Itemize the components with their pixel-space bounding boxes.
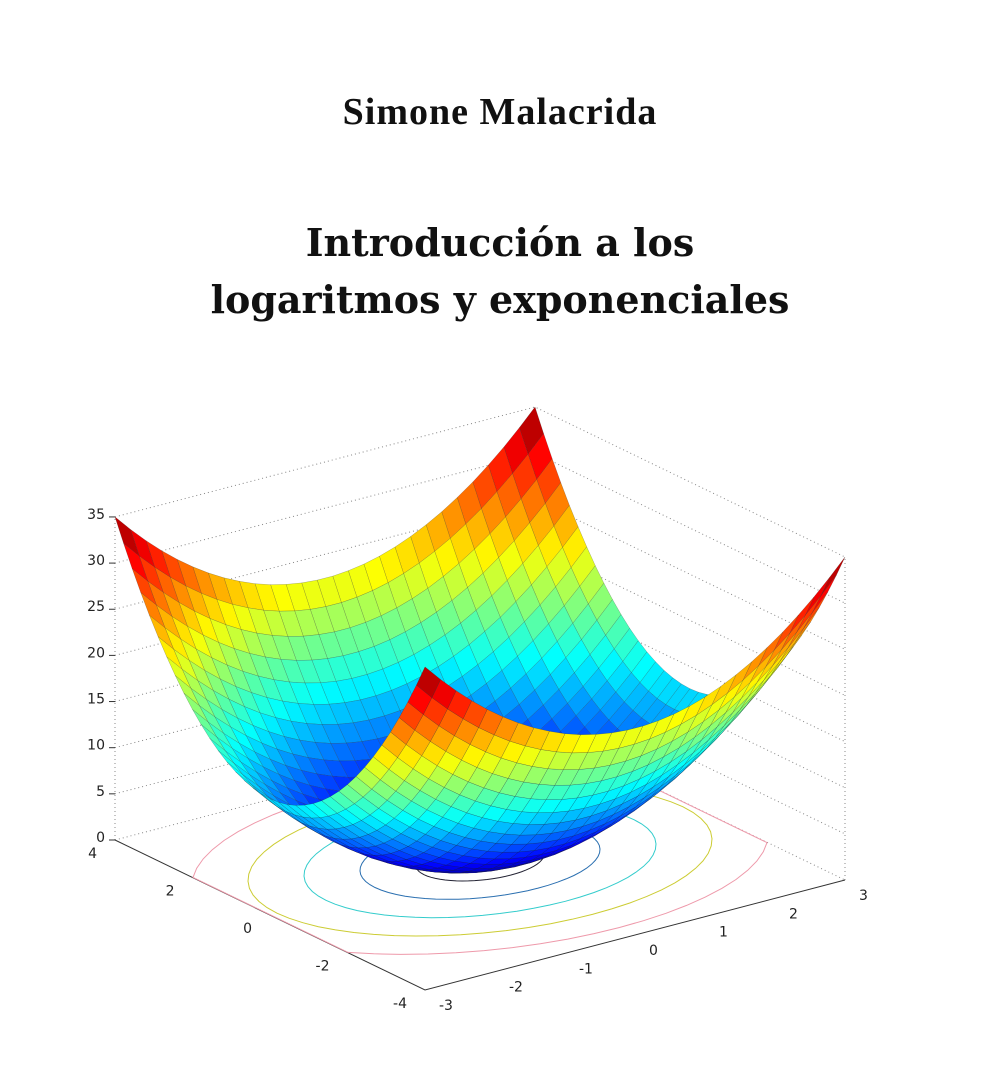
y-tick-label: 0: [649, 943, 658, 959]
z-tick-label: 15: [87, 692, 105, 708]
grid-line: [114, 406, 846, 558]
grid-line: [114, 452, 846, 604]
x-tick-label: 0: [243, 921, 252, 937]
z-tick-label: 20: [87, 645, 105, 661]
author: Simone Malacrida: [342, 91, 658, 133]
surface-patch: [416, 666, 441, 698]
y-tick-label: 1: [719, 925, 728, 941]
x-tick-label: 4: [88, 846, 97, 862]
surface-patch: [812, 575, 837, 613]
z-tick-label: 0: [96, 830, 105, 846]
y-tick-label: 2: [789, 906, 798, 922]
y-tick-label: -1: [579, 961, 593, 977]
y-tick-label: 3: [859, 888, 868, 904]
title-line: logaritmos y exponenciales: [210, 277, 790, 322]
z-tick-label: 5: [96, 784, 105, 800]
surface-patch: [820, 556, 846, 596]
x-tick-label: 2: [166, 883, 175, 899]
grid-line: [114, 729, 846, 881]
grid-line: [114, 498, 846, 650]
z-tick-label: 30: [87, 553, 105, 569]
title-line: Introducción a los: [305, 220, 695, 265]
z-tick-label: 10: [87, 738, 105, 754]
x-tick-label: -4: [393, 996, 407, 1012]
surface: [114, 406, 846, 874]
y-tick-label: -3: [439, 998, 453, 1014]
z-tick-label: 35: [87, 507, 105, 523]
z-tick-label: 25: [87, 599, 105, 615]
y-tick-label: -2: [509, 980, 523, 996]
x-tick-label: -2: [316, 958, 330, 974]
